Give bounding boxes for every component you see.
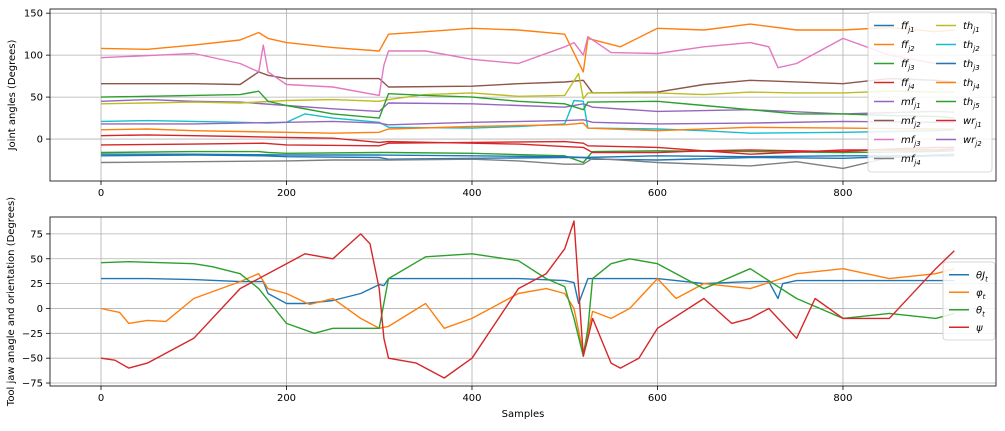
legend-entry-label: θJt: [976, 270, 988, 283]
legend-box: [942, 261, 996, 341]
series-line-wrj1: [100, 134, 955, 154]
series-line-thj3: [101, 153, 955, 159]
y-axis-label: Tool jaw anagle and orientation (Degrees…: [6, 197, 17, 407]
x-tick-label: 0: [98, 188, 104, 199]
x-tick-label: 600: [648, 188, 667, 199]
series-line-: [100, 220, 955, 379]
series-line-ffj1: [100, 153, 955, 161]
x-tick-label: 800: [833, 188, 852, 199]
y-tick-label: 50: [30, 254, 43, 265]
legend-box: [867, 11, 993, 173]
series-line-wrj2: [101, 119, 955, 126]
y-tick-label: 0: [37, 135, 43, 146]
x-tick-label: 400: [462, 393, 481, 404]
x-tick-label: 0: [98, 393, 104, 404]
legend-entry-label: ψ: [976, 323, 983, 334]
series-line-jt: [101, 277, 955, 305]
y-tick-label: 0: [37, 304, 43, 315]
series-line-thj1: [100, 72, 955, 105]
series-line-ffj2: [100, 23, 955, 73]
series-line-mfj3: [100, 36, 955, 97]
series-line-t: [100, 253, 955, 357]
y-tick-label: 150: [24, 9, 43, 20]
series-line-t: [100, 268, 955, 354]
legend-entry-label: θt: [976, 305, 985, 318]
axes-frame: [49, 216, 997, 387]
y-tick-label: −25: [22, 329, 43, 340]
tool-jaw-orientation-subplot: 0 200 400 600 800 −75 −50 −25 0 25 50 75 Tool jaw an…: [6, 197, 997, 420]
legend-entry-label: φt: [976, 288, 986, 301]
x-axis-label: Samples: [502, 409, 545, 420]
joint-angles-subplot: 0 200 400 600 800 0 50 100 150 Joint angles (Degr…: [7, 8, 997, 199]
y-tick-label: −75: [22, 379, 43, 390]
series-line-thj5: [100, 90, 955, 119]
x-tick-label: 600: [648, 393, 667, 404]
x-tick-label: 200: [277, 393, 296, 404]
y-tick-label: 25: [30, 279, 43, 290]
y-tick-label: −50: [22, 354, 43, 365]
y-axis-label: Joint angles (Degrees): [7, 39, 18, 151]
y-tick-label: 50: [30, 93, 43, 104]
x-tick-label: 200: [277, 188, 296, 199]
series-line-thj4: [100, 122, 955, 134]
series-line-mfj2: [101, 71, 955, 94]
y-tick-label: 100: [24, 51, 43, 62]
series-line-mfj4: [100, 153, 955, 170]
axes-frame: [49, 8, 997, 182]
x-tick-label: 400: [462, 188, 481, 199]
x-tick-label: 800: [833, 393, 852, 404]
y-tick-label: 75: [30, 229, 43, 240]
